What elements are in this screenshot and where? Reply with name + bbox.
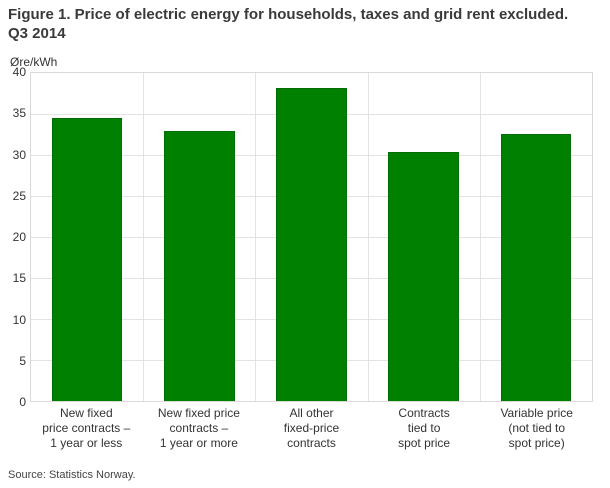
v-gridline bbox=[255, 73, 257, 401]
y-tick-label: 35 bbox=[12, 106, 26, 121]
x-tick-label: New fixed price contracts – 1 year or le… bbox=[42, 406, 131, 450]
v-gridline bbox=[367, 73, 369, 401]
y-tick-label: 10 bbox=[12, 312, 26, 327]
bar bbox=[500, 133, 572, 401]
x-tick-label: Variable price (not tied to spot price) bbox=[500, 406, 573, 450]
v-gridline bbox=[479, 73, 481, 401]
source-text: Source: Statistics Norway. bbox=[8, 469, 136, 481]
y-tick-label: 30 bbox=[12, 147, 26, 162]
bar bbox=[388, 151, 460, 401]
chart-title-line1: Figure 1. Price of electric energy for h… bbox=[8, 6, 569, 23]
v-gridline bbox=[143, 73, 145, 401]
y-tick-label: 25 bbox=[12, 188, 26, 203]
y-tick-label: 5 bbox=[19, 353, 26, 368]
y-tick-label: 15 bbox=[12, 271, 26, 286]
bar bbox=[276, 87, 347, 401]
bar bbox=[163, 131, 235, 401]
y-tick-label: 0 bbox=[19, 395, 26, 409]
bar bbox=[51, 118, 123, 401]
chart-title-line2: Q3 2014 bbox=[8, 25, 66, 42]
x-tick-label: New fixed price contracts – 1 year or mo… bbox=[157, 406, 240, 450]
x-tick-label: Contracts tied to spot price bbox=[398, 406, 451, 450]
chart-title: Figure 1. Price of electric energy for h… bbox=[8, 5, 608, 43]
y-tick-label: 40 bbox=[12, 65, 26, 79]
x-tick-label: All other fixed-price contracts bbox=[283, 406, 340, 450]
y-tick-label: 20 bbox=[12, 230, 26, 244]
x-axis: New fixed price contracts – 1 year or le… bbox=[30, 406, 593, 458]
y-axis-unit-label: Øre/kWh bbox=[10, 55, 58, 69]
y-axis: 0 5 10 15 20 25 30 35 40 bbox=[0, 65, 26, 409]
plot-area bbox=[30, 72, 593, 402]
